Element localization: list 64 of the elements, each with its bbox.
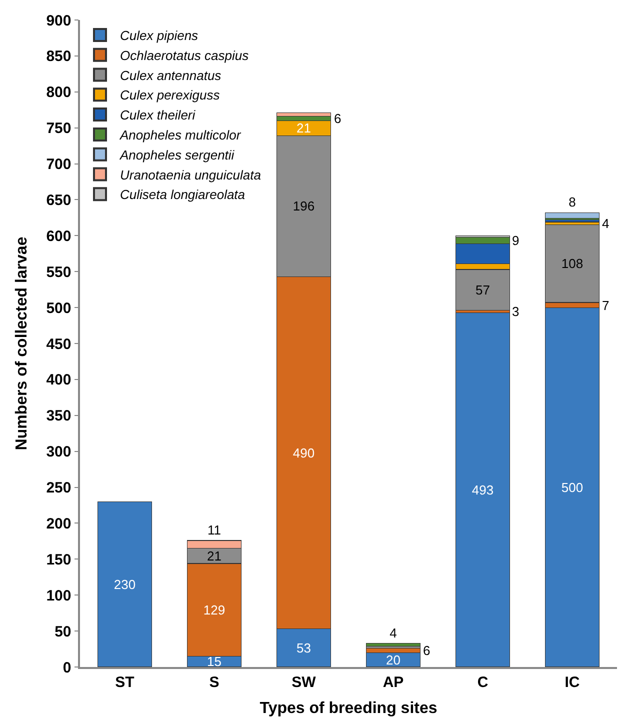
y-tick-label: 250 <box>46 480 72 497</box>
y-tick-label: 150 <box>46 551 72 568</box>
y-tick-label: 900 <box>46 12 72 30</box>
y-tick-label: 500 <box>46 300 72 317</box>
data-label: 500 <box>561 480 584 495</box>
data-label: 20 <box>386 652 400 668</box>
legend-label: Culex perexiguss <box>120 88 220 103</box>
y-tick-label: 350 <box>46 408 72 425</box>
data-label: 493 <box>472 482 494 498</box>
y-tick-label: 0 <box>62 659 72 676</box>
data-label: 108 <box>561 256 584 272</box>
x-tick-label: S <box>209 674 220 691</box>
y-tick-label: 650 <box>46 192 72 209</box>
y-tick-label: 100 <box>46 587 72 604</box>
data-label: 4 <box>390 625 397 640</box>
data-label: 11 <box>208 522 221 538</box>
data-label: 490 <box>292 445 315 460</box>
data-label: 3 <box>512 304 520 319</box>
data-label: 57 <box>476 282 490 298</box>
data-label: 6 <box>423 643 430 658</box>
y-tick-label: 200 <box>46 515 72 532</box>
y-tick-label: 50 <box>54 623 72 640</box>
legend-label: Culex theileri <box>120 108 196 123</box>
data-label: 196 <box>292 198 315 214</box>
legend-label: Anopheles sergentii <box>119 147 236 162</box>
x-tick-label: IC <box>564 674 580 691</box>
y-tick-label: 850 <box>46 48 72 66</box>
legend-label: Culex pipiens <box>120 28 199 44</box>
data-label: 21 <box>296 120 311 136</box>
y-tick-label: 750 <box>46 120 72 138</box>
data-label: 53 <box>296 640 311 656</box>
bar <box>366 642 420 646</box>
x-tick-label: C <box>477 674 488 691</box>
y-tick-label: 400 <box>46 372 72 389</box>
y-tick-label: 450 <box>46 336 72 353</box>
data-label: 230 <box>114 576 136 592</box>
legend-label: Uranotaenia unguiculata <box>120 167 261 182</box>
data-label: 9 <box>512 233 520 248</box>
bar <box>545 212 600 219</box>
data-label: 8 <box>568 194 576 210</box>
y-axis-title: Numbers of collected larvae <box>14 236 31 450</box>
data-label: 15 <box>207 654 222 670</box>
x-axis-title: Types of breeding sites <box>260 700 438 717</box>
data-label: 6 <box>334 111 342 126</box>
x-tick-label: SW <box>292 674 317 691</box>
y-tick-label: 700 <box>46 156 72 174</box>
data-label: 21 <box>207 548 222 564</box>
bar <box>276 112 331 117</box>
y-tick-label: 550 <box>46 264 72 281</box>
y-tick-label: 300 <box>46 444 72 461</box>
legend-label: Culiseta longiareolata <box>120 187 246 202</box>
y-tick-label: 800 <box>46 84 72 102</box>
bar <box>456 312 510 667</box>
legend-label: Anopheles multicolor <box>119 128 242 143</box>
y-tick-label: 600 <box>46 228 72 245</box>
bar <box>545 307 600 667</box>
bar <box>98 501 152 667</box>
data-label: 7 <box>602 298 610 313</box>
data-label: 4 <box>602 216 610 231</box>
x-tick-label: ST <box>115 674 134 691</box>
data-label: 129 <box>203 602 226 618</box>
x-tick-label: AP <box>382 674 404 691</box>
legend-label: Ochlaerotatus caspius <box>120 48 250 63</box>
legend-label: Culex antennatus <box>120 68 222 83</box>
